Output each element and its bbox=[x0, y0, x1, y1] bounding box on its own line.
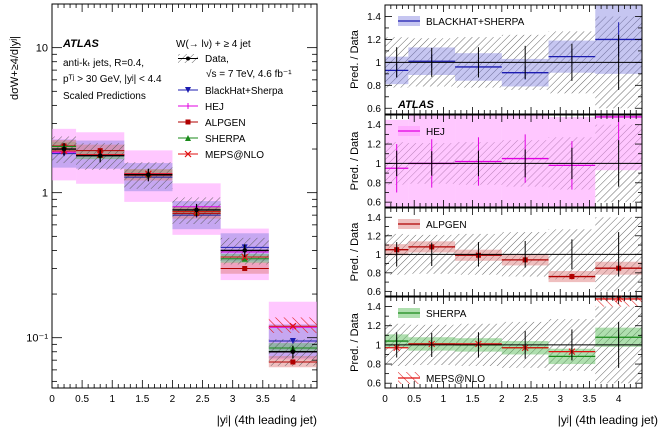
ratio-x-tick-label: 3 bbox=[557, 394, 563, 405]
ratio-panel-0: 0.6 0.8 1 1.2 1.4 Pred. / Data BLACKHAT+SHERPA… bbox=[349, 4, 643, 115]
x-tick-label: 1.5 bbox=[135, 394, 149, 405]
legend-marker-mepsnlo-b bbox=[184, 150, 192, 158]
ratio-x-tick-label: 3.5 bbox=[582, 394, 596, 405]
ratio-x-tick-label: 0 bbox=[382, 394, 388, 405]
legend-label-mepsnlo: MEPS@NLO bbox=[205, 150, 264, 161]
legend-marker-sherpa bbox=[185, 135, 191, 141]
ratio-y-tick-label: 1.4 bbox=[367, 120, 381, 131]
main-x-axis-label: |yʲ| (4th leading jet) bbox=[217, 413, 317, 427]
ratio-y-tick-label: 1 bbox=[375, 250, 381, 261]
legend-energy-label: √s = 7 TeV, 4.6 fb⁻¹ bbox=[206, 68, 292, 80]
pred-marker-sherpa-4 bbox=[241, 255, 248, 262]
data-point-0 bbox=[61, 146, 67, 152]
ratio-y-tick-label: 1.4 bbox=[367, 302, 381, 313]
ratio-y-tick-label: 0.8 bbox=[367, 81, 381, 92]
ratio-panel-3: 0.6 0.8 1 1.2 1.4 Pred. / Data SHERPA MEPS@NLO bbox=[349, 295, 643, 390]
pred-marker-blackhatsherpa-5 bbox=[289, 337, 296, 344]
ratio-y-tick-label: 0.8 bbox=[367, 360, 381, 371]
ratio-y-tick-label: 1 bbox=[375, 58, 381, 69]
y-tick-label: 10 bbox=[36, 43, 48, 55]
ratio-y-tick-label: 1.2 bbox=[367, 321, 381, 332]
legend-label-blackhatsherpa: BlackHat+Sherpa bbox=[205, 86, 284, 97]
ratio-y-tick-label: 0.8 bbox=[367, 268, 381, 279]
ratio-legend-label-blackhatsherpa: BLACKHAT+SHERPA bbox=[426, 17, 525, 28]
ratio-x-tick-label: 1 bbox=[441, 394, 447, 405]
ratio-y-tick-label: 1.4 bbox=[367, 213, 381, 224]
legend-marker-blackhatsherpa bbox=[185, 87, 191, 93]
scaled-predictions-label: Scaled Predictions bbox=[63, 91, 146, 102]
ratio-y-tick-label: 1.2 bbox=[367, 140, 381, 151]
ratio-y-tick-label: 1 bbox=[375, 159, 381, 170]
ratio-y-axis-label: Pred. / Data bbox=[349, 222, 361, 282]
ratio-y-tick-label: 1.2 bbox=[367, 35, 381, 46]
ratio-legend-label-sherpa: SHERPA bbox=[426, 309, 467, 320]
jet-cuts-label: pᵀʲ > 30 GeV, |yʲ| < 4.4 bbox=[63, 74, 162, 85]
legend-data-label: Data, bbox=[205, 54, 229, 65]
ratio-legend-label-hej: HEJ bbox=[426, 127, 445, 138]
data-point-5 bbox=[290, 349, 296, 355]
ratio-y-tick-label: 1 bbox=[375, 340, 381, 351]
ratio-legend-label-alpgen: ALPGEN bbox=[426, 220, 467, 231]
pred-marker-alpgen-5 bbox=[290, 359, 296, 365]
ratio-x-tick-label: 2 bbox=[499, 394, 505, 405]
ratio-legend-label-mepsnlo: MEPS@NLO bbox=[426, 374, 485, 385]
data-point-1 bbox=[97, 153, 103, 158]
x-tick-label: 2.5 bbox=[196, 394, 210, 405]
legend-label-alpgen: ALPGEN bbox=[205, 118, 246, 129]
ratio-y-tick-label: 0.6 bbox=[367, 379, 381, 390]
legend-label-sherpa: SHERPA bbox=[205, 134, 246, 145]
ratio-x-tick-label: 4 bbox=[616, 394, 622, 405]
data-point-2 bbox=[146, 172, 151, 178]
ratio-x-tick-label: 1.5 bbox=[466, 394, 480, 405]
jet-definition-label: anti-kₜ jets, R=0.4, bbox=[63, 58, 144, 69]
ratio-x-tick-label: 2.5 bbox=[524, 394, 538, 405]
x-tick-label: 3.5 bbox=[256, 394, 270, 405]
ratio-panels: 0.6 0.8 1 1.2 1.4 Pred. / Data BLACKHAT+SHERPA… bbox=[349, 4, 643, 405]
ratio-x-tick-label: 0.5 bbox=[407, 394, 421, 405]
y-tick-label: 10⁻¹ bbox=[26, 333, 48, 345]
legend-marker-alpgen bbox=[185, 119, 191, 125]
y-tick-label: 1 bbox=[42, 188, 48, 200]
main-cross-section-panel: 0 0.5 1 1.5 2 2.5 3 3.5 4 10 1 10⁻¹ dσW+≥4/d|yʲ| |y… bbox=[9, 3, 318, 427]
x-tick-label: 1 bbox=[109, 394, 115, 405]
ratio-y-axis-label: Pred. / Data bbox=[349, 131, 361, 191]
ratio-panel-2: 0.6 0.8 1 1.2 1.4 Pred. / Data ALPGEN bbox=[349, 207, 643, 298]
ratio-y-axis-label: Pred. / Data bbox=[349, 312, 361, 372]
atlas-label: ATLAS bbox=[62, 38, 100, 50]
data-point-3 bbox=[194, 207, 199, 213]
ratio-y-tick-label: 0.8 bbox=[367, 178, 381, 189]
ratio-marker-alpgen-4 bbox=[569, 274, 575, 280]
ratio-y-tick-label: 0.6 bbox=[367, 287, 381, 298]
legend-label-hej: HEJ bbox=[205, 102, 224, 113]
ratio-x-axis-label: |yʲ| (4th leading jet) bbox=[558, 413, 658, 427]
x-tick-label: 0.5 bbox=[75, 394, 89, 405]
ratio-y-axis-label: Pred. / Data bbox=[349, 29, 361, 89]
x-tick-label: 0 bbox=[49, 394, 55, 405]
ratio-atlas-label: ATLAS bbox=[397, 99, 435, 111]
ratio-y-tick-label: 0.6 bbox=[367, 104, 381, 115]
x-tick-label: 3 bbox=[230, 394, 236, 405]
ratio-y-tick-label: 0.6 bbox=[367, 198, 381, 209]
ratio-y-tick-label: 1.2 bbox=[367, 231, 381, 242]
ratio-y-tick-label: 1.4 bbox=[367, 12, 381, 23]
x-tick-label: 2 bbox=[170, 394, 176, 405]
ratio-panel-1: 0.6 0.8 1 1.2 1.4 Pred. / Data HEJ bbox=[349, 114, 643, 209]
main-legend: W(→ lν) + ≥ 4 jet Data, √s = 7 TeV, 4.6 … bbox=[176, 39, 292, 161]
legend-title: W(→ lν) + ≥ 4 jet bbox=[176, 39, 251, 50]
x-tick-label: 4 bbox=[290, 394, 296, 405]
main-y-axis-label: dσW+≥4/d|yʲ| bbox=[9, 36, 21, 100]
pred-marker-alpgen-4 bbox=[242, 266, 248, 272]
legend-data-marker bbox=[186, 56, 190, 61]
pred-marker-mepsnlo-5-b bbox=[289, 322, 297, 330]
data-point-4 bbox=[242, 248, 248, 253]
